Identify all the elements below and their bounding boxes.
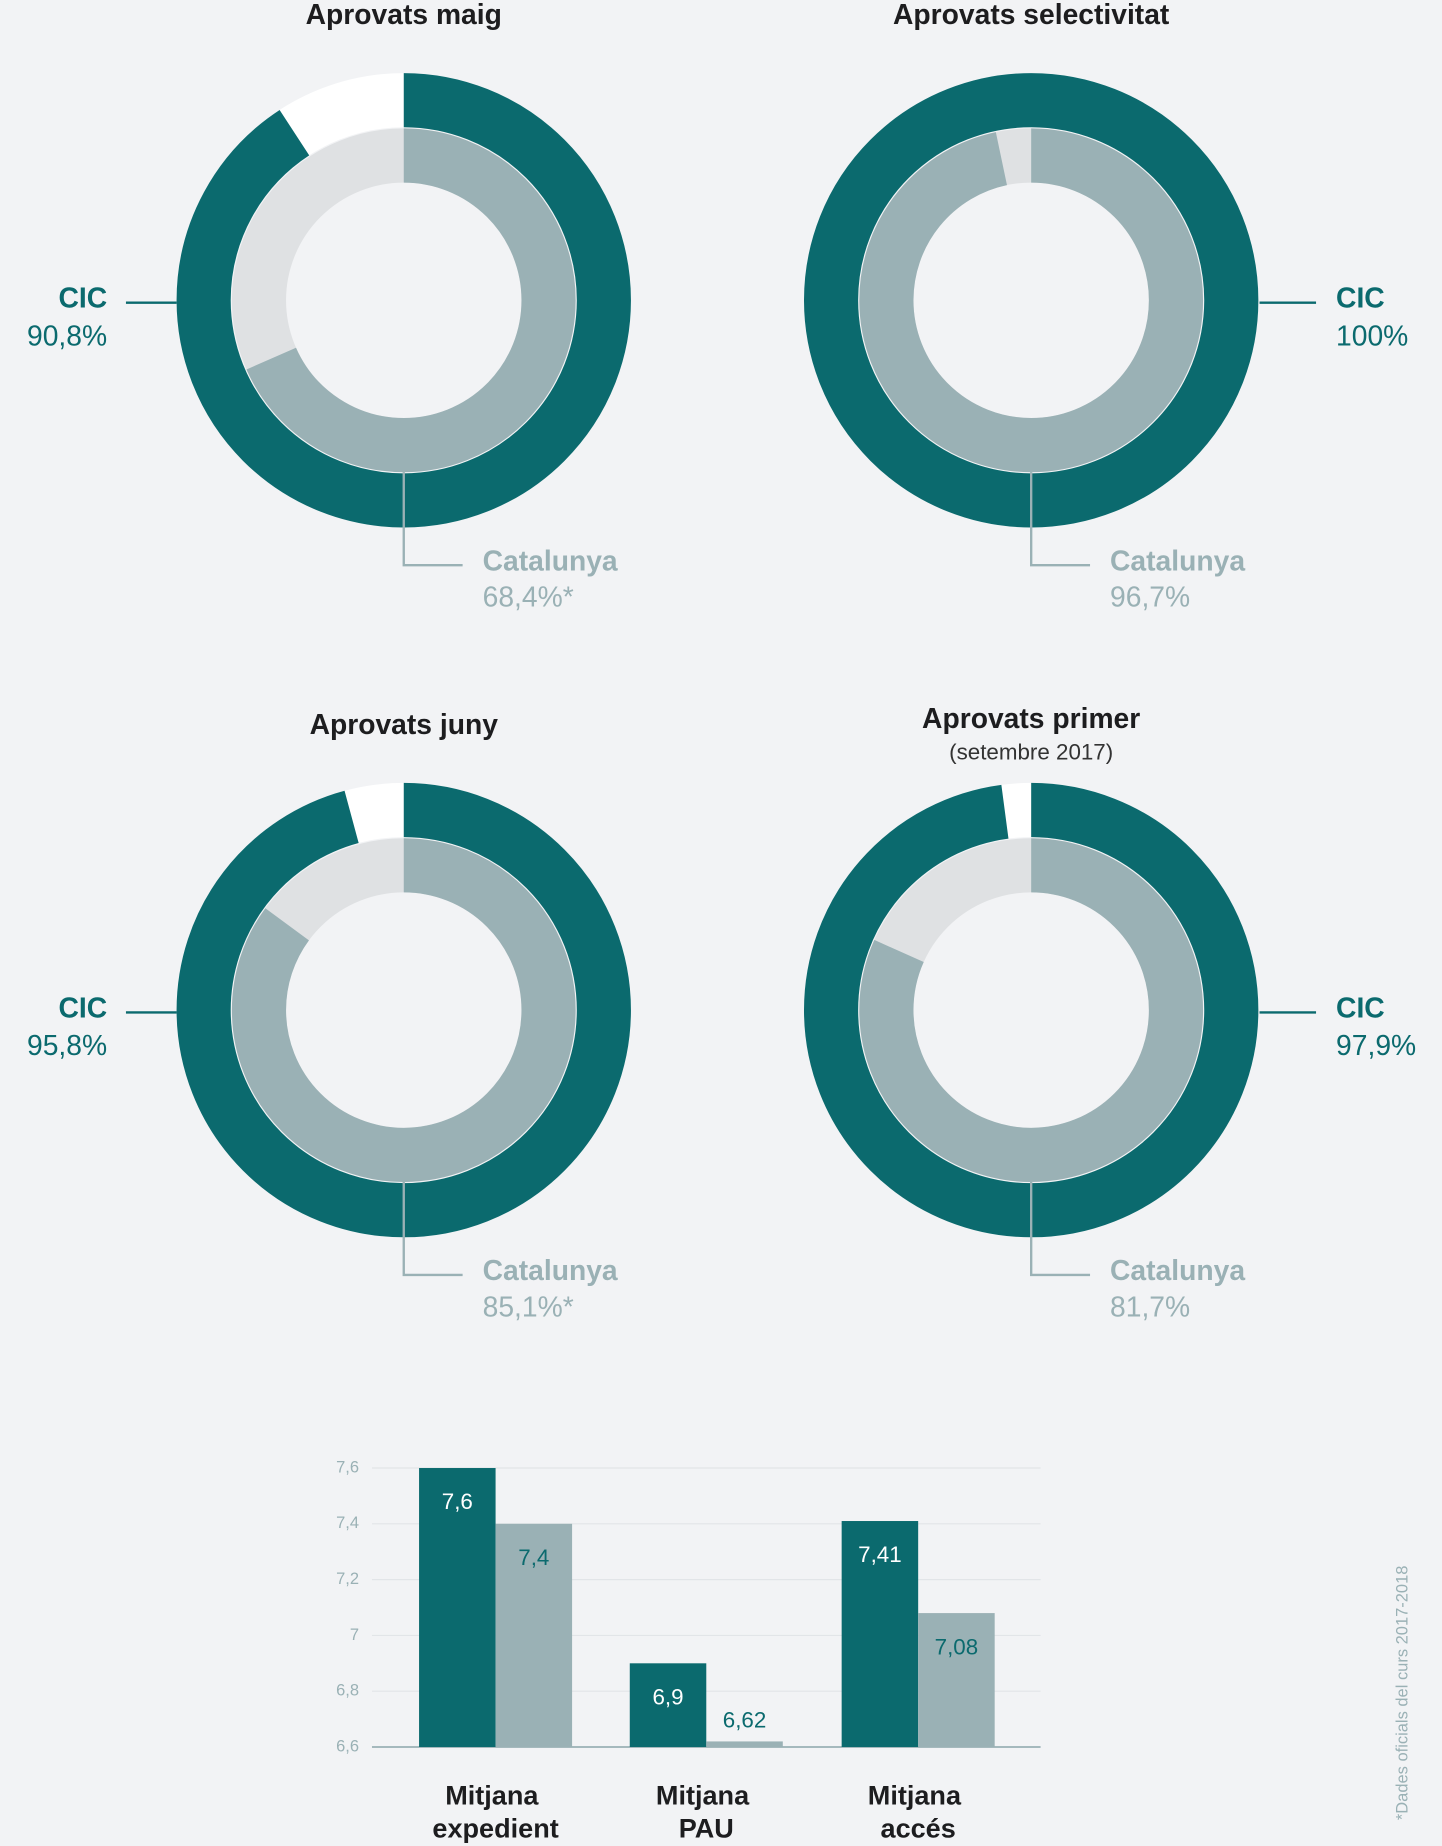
bar-value-label: 6,9 (652, 1685, 683, 1710)
y-tick-label: 6,8 (336, 1682, 359, 1700)
x-tick-line: Mitjana (868, 1780, 969, 1811)
x-tick-line: PAU (679, 1813, 734, 1844)
value-label: 97,9% (1336, 1029, 1416, 1061)
bar-value-label: 7,08 (935, 1634, 979, 1659)
value-label: 100% (1336, 319, 1408, 351)
donut-title: Aprovats maig (306, 0, 502, 30)
bar-value-label: 7,41 (858, 1542, 902, 1567)
x-tick-line: Mitjana (445, 1780, 546, 1811)
leader-line (1030, 1181, 1091, 1277)
series-label: Catalunya (1110, 544, 1245, 576)
bar (841, 1521, 919, 1747)
series-label: Catalunya (1110, 1254, 1245, 1286)
leader-line (1030, 472, 1091, 567)
x-tick-line: expedient (432, 1813, 558, 1844)
value-label: 85,1%* (483, 1291, 574, 1323)
series-label: CIC (58, 992, 107, 1024)
bar (629, 1663, 707, 1747)
series-label: CIC (1336, 282, 1385, 314)
series-label: CIC (58, 282, 107, 314)
y-tick-label: 7,6 (336, 1458, 359, 1476)
donut-title: Aprovats selectivitat (893, 0, 1170, 30)
footnote: *Dades oficials del curs 2017-2018 (1394, 1566, 1412, 1821)
bar-value-label: 7,6 (442, 1489, 473, 1514)
bar (918, 1613, 995, 1747)
value-label: 90,8% (27, 319, 107, 351)
y-tick-label: 7,2 (336, 1570, 359, 1588)
bar (706, 1741, 783, 1747)
bar (495, 1523, 573, 1747)
donut-subtitle: (setembre 2017) (949, 739, 1113, 764)
donut-title: Aprovats juny (310, 708, 499, 740)
y-tick-label: 7 (350, 1626, 359, 1644)
value-label: 68,4%* (483, 581, 574, 613)
series-label: CIC (1336, 992, 1385, 1024)
x-tick-label: Mitjana expedient (432, 1780, 558, 1844)
bar (419, 1468, 496, 1747)
ring-value (231, 128, 576, 473)
leader-line (402, 1181, 463, 1277)
value-label: 95,8% (27, 1029, 107, 1061)
bar-value-label: 6,62 (723, 1707, 767, 1732)
value-label: 96,7% (1110, 581, 1190, 613)
x-tick-label: Mitjana accés (868, 1780, 969, 1844)
ring-value (859, 128, 1204, 473)
ring-value (231, 838, 576, 1182)
x-tick-line: Mitjana (656, 1780, 757, 1811)
series-label: Catalunya (483, 544, 618, 576)
ring-value (859, 838, 1204, 1182)
x-tick-label: Mitjana PAU (656, 1780, 757, 1844)
leader-line (402, 472, 463, 567)
donut-title: Aprovats primer (922, 702, 1140, 734)
series-label: Catalunya (483, 1254, 618, 1286)
y-tick-label: 6,6 (336, 1737, 359, 1755)
x-tick-line: accés (881, 1813, 956, 1844)
bar-value-label: 7,4 (518, 1545, 549, 1570)
y-tick-label: 7,4 (336, 1514, 359, 1532)
value-label: 81,7% (1110, 1291, 1190, 1323)
